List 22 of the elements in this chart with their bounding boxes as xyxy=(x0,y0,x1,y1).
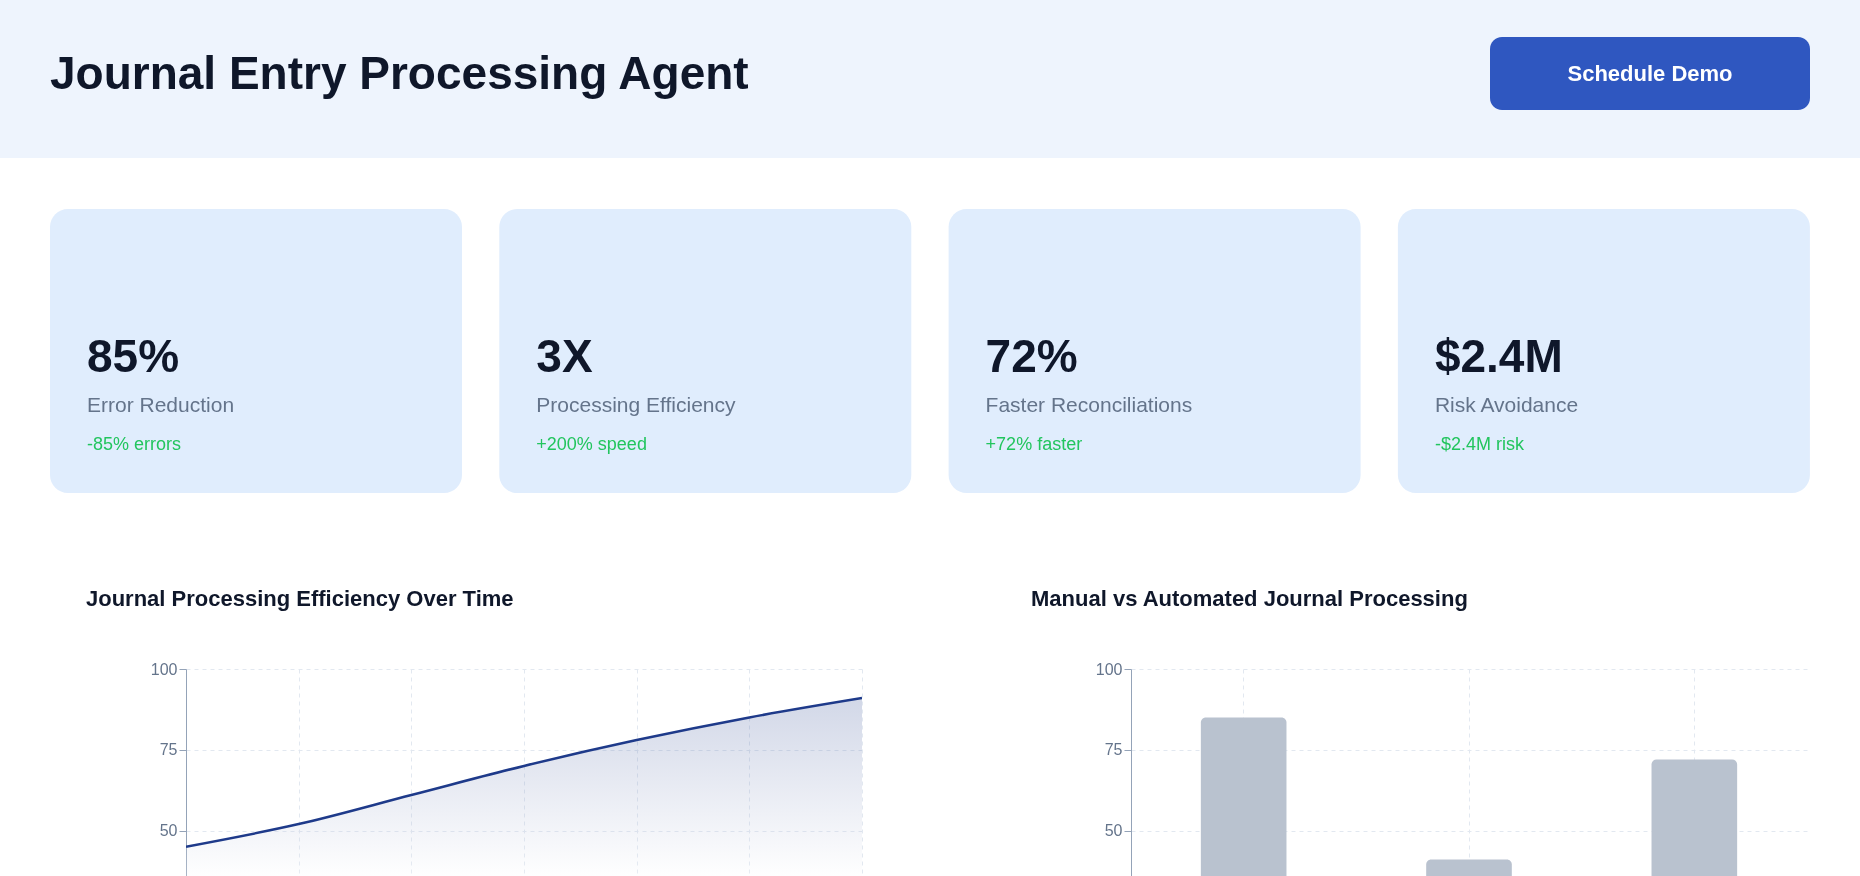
text: Risk Avoidance xyxy=(1434,393,1579,416)
text: Faster Reconciliations xyxy=(985,393,1193,416)
text: 3X xyxy=(536,330,593,382)
chart-title: Manual vs Automated Journal Processing xyxy=(1031,586,1468,611)
y-tick-label: 75 xyxy=(159,741,178,759)
text: Error Reduction xyxy=(87,393,235,416)
text: +200% speed xyxy=(536,434,647,454)
text: Journal Entry Processing Agent xyxy=(50,47,749,99)
text: $2.4M xyxy=(1434,330,1563,382)
y-tick-label: 100 xyxy=(150,660,178,678)
text: 72% xyxy=(985,330,1078,382)
text: -85% errors xyxy=(87,434,182,454)
chart-title: Journal Processing Efficiency Over Time xyxy=(86,586,514,611)
y-tick-label: 50 xyxy=(1104,822,1123,840)
text: 85% xyxy=(87,330,180,382)
y-tick-label: 50 xyxy=(159,822,178,840)
text: -$2.4M risk xyxy=(1434,434,1525,454)
text: +72% faster xyxy=(985,434,1083,454)
text: Schedule Demo xyxy=(1567,61,1733,86)
y-tick-label: 75 xyxy=(1104,741,1123,759)
y-tick-label: 100 xyxy=(1095,660,1123,678)
text: Processing Efficiency xyxy=(536,393,736,416)
